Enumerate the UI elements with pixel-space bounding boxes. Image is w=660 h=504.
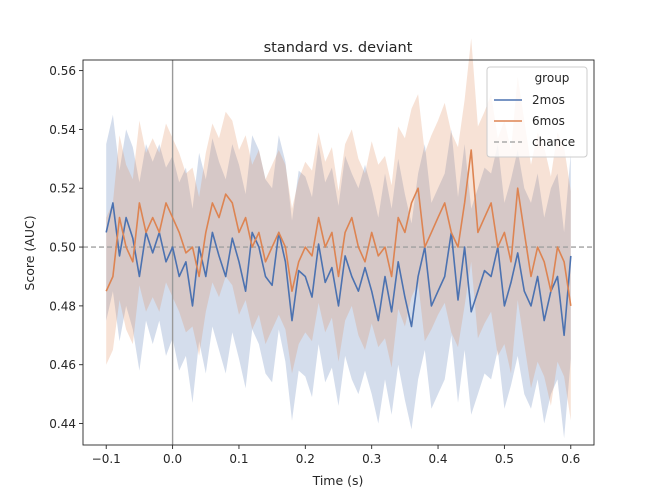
x-tick-label: 0.5 xyxy=(495,452,514,466)
y-axis-ticks: 0.44 0.46 0.48 0.50 0.52 0.54 0.56 xyxy=(49,64,83,431)
x-tick-label: 0.1 xyxy=(229,452,248,466)
y-tick-label: 0.56 xyxy=(49,64,76,78)
plot-frame xyxy=(82,59,595,446)
x-axis-label: Time (s) xyxy=(312,473,364,488)
legend-label-chance: chance xyxy=(532,135,575,149)
legend-label-2mos: 2mos xyxy=(532,93,565,107)
x-tick-label: 0.6 xyxy=(561,452,580,466)
y-axis-label: Score (AUC) xyxy=(22,215,37,290)
chart-title: standard vs. deviant xyxy=(264,40,413,56)
y-tick-label: 0.44 xyxy=(49,417,76,431)
x-tick-label: −0.1 xyxy=(92,452,121,466)
y-tick-label: 0.46 xyxy=(49,358,76,372)
y-tick-label: 0.54 xyxy=(49,123,76,137)
x-tick-label: 0.0 xyxy=(163,452,182,466)
x-tick-label: 0.4 xyxy=(428,452,447,466)
y-tick-label: 0.48 xyxy=(49,299,76,313)
x-tick-label: 0.3 xyxy=(362,452,381,466)
ci-band-6mos xyxy=(106,38,571,421)
series-line-6mos xyxy=(105,149,572,307)
legend: group 2mos 6mos chance xyxy=(486,66,588,158)
y-tick-label: 0.50 xyxy=(49,241,76,255)
y-tick-label: 0.52 xyxy=(49,182,76,196)
legend-label-6mos: 6mos xyxy=(532,114,565,128)
legend-title: group xyxy=(535,71,570,85)
x-axis-ticks: −0.1 0.0 0.1 0.2 0.3 0.4 0.5 0.6 xyxy=(92,445,580,466)
x-tick-label: 0.2 xyxy=(296,452,315,466)
reference-lines xyxy=(83,60,594,445)
series-line-2mos xyxy=(105,202,572,337)
series-lines xyxy=(105,149,572,337)
legend-box xyxy=(486,66,588,158)
